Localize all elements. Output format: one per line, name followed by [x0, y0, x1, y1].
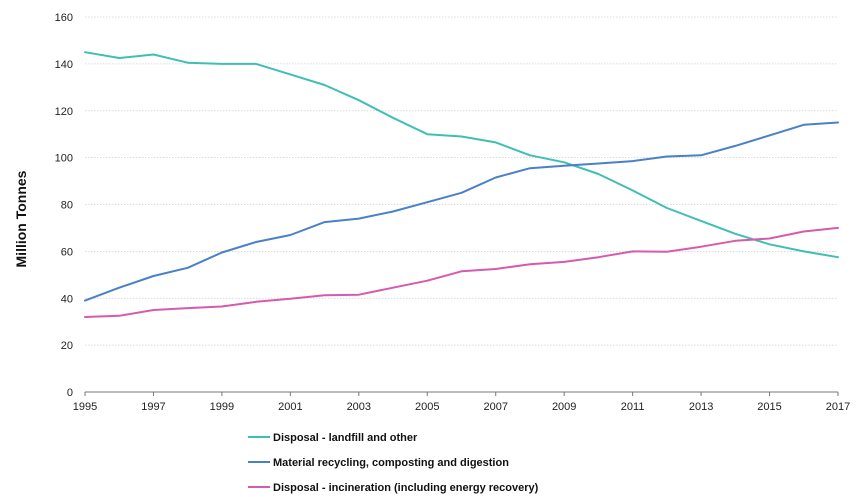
x-tick-label: 1995 [73, 401, 97, 413]
y-tick-label: 40 [61, 293, 73, 305]
y-tick-label: 60 [61, 246, 73, 258]
y-tick-label: 20 [61, 340, 73, 352]
y-tick-label: 160 [55, 12, 73, 24]
legend-item: Disposal - landfill and other [248, 432, 418, 444]
legend-label: Disposal - incineration (including energ… [273, 482, 539, 494]
y-tick-label: 0 [67, 387, 73, 399]
x-tick-label: 2015 [757, 401, 781, 413]
legend: Disposal - landfill and other Material re… [248, 432, 539, 494]
x-axis-ticks: 1995 1997 1999 2001 2003 2005 2007 2009 2011 2013… [73, 392, 850, 413]
series-line-2 [84, 121, 839, 302]
x-tick-label: 2005 [415, 401, 439, 413]
y-axis-title: Million Tonnes [13, 170, 29, 267]
x-tick-label: 2017 [826, 401, 850, 413]
x-tick-label: 1997 [141, 401, 165, 413]
x-tick-label: 2013 [689, 401, 713, 413]
x-tick-label: 1999 [210, 401, 234, 413]
x-tick-label: 2007 [483, 401, 507, 413]
series-line-3 [84, 226, 839, 318]
y-tick-label: 80 [61, 200, 73, 212]
legend-item: Disposal - incineration (including energ… [248, 482, 539, 494]
x-tick-label: 2003 [347, 401, 371, 413]
x-tick-label: 2009 [552, 401, 576, 413]
legend-label: Material recycling, composting and diges… [273, 457, 509, 469]
y-tick-label: 140 [55, 59, 73, 71]
gridlines [85, 16, 838, 393]
series-lines [84, 51, 839, 318]
legend-label: Disposal - landfill and other [273, 432, 418, 444]
x-tick-label: 2011 [621, 401, 645, 413]
legend-item: Material recycling, composting and diges… [248, 457, 509, 469]
y-tick-label: 100 [55, 153, 73, 165]
x-tick-label: 2001 [278, 401, 302, 413]
y-tick-label: 120 [55, 106, 73, 118]
series-line-1 [84, 51, 839, 259]
y-axis-ticks: 0 20 40 60 80 100 120 140 160 [55, 12, 73, 399]
